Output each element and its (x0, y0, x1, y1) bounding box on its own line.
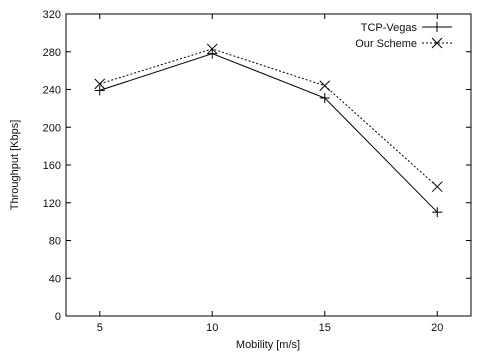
data-point-tcp-vegas (319, 92, 330, 103)
y-tick-label: 40 (49, 273, 61, 285)
data-point-tcp-vegas (432, 207, 443, 218)
y-tick-label: 280 (43, 47, 61, 59)
data-point-our-scheme (431, 181, 443, 193)
x-axis: 5 10 15 20 (97, 14, 443, 334)
x-axis-label: Mobility [m/s] (236, 339, 300, 351)
x-tick-label: 10 (206, 322, 218, 334)
x-tick-label: 15 (319, 322, 331, 334)
data-point-tcp-vegas (94, 85, 105, 96)
series-line-our-scheme (99, 48, 438, 188)
legend: TCP-Vegas Our Scheme (355, 22, 452, 50)
y-tick-label: 200 (43, 122, 61, 134)
legend-markers (431, 22, 443, 49)
y-tick-label: 0 (55, 311, 61, 323)
legend-marker-tcp-vegas (432, 22, 442, 32)
y-axis-label: Throughput [Kbps] (9, 120, 21, 211)
y-tick-label: 160 (43, 160, 61, 172)
plot-frame (65, 13, 472, 317)
data-point-our-scheme (94, 78, 106, 90)
y-axis: 0 40 80 120 160 200 240 280 320 (43, 9, 471, 323)
y-tick-label: 320 (43, 9, 61, 21)
data-point-tcp-vegas (207, 48, 218, 59)
data-point-our-scheme (206, 43, 218, 55)
legend-label-our-scheme: Our Scheme (355, 38, 417, 50)
series-line-tcp-vegas (99, 53, 438, 213)
x-tick-label: 5 (97, 322, 103, 334)
y-tick-label: 120 (43, 198, 61, 210)
y-tick-label: 240 (43, 85, 61, 97)
x-tick-label: 20 (431, 322, 443, 334)
data-point-our-scheme (319, 80, 331, 92)
legend-label-tcp-vegas: TCP-Vegas (361, 22, 418, 34)
series-layer (94, 43, 443, 218)
y-tick-label: 80 (49, 236, 61, 248)
legend-marker-our-scheme (431, 37, 443, 49)
